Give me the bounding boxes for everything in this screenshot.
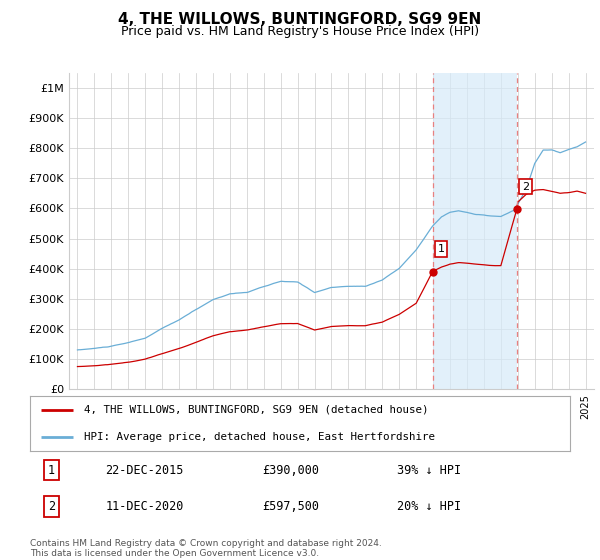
Text: 22-DEC-2015: 22-DEC-2015 bbox=[106, 464, 184, 477]
Bar bbox=[433, 73, 517, 389]
Text: 39% ↓ HPI: 39% ↓ HPI bbox=[397, 464, 461, 477]
Text: Price paid vs. HM Land Registry's House Price Index (HPI): Price paid vs. HM Land Registry's House … bbox=[121, 25, 479, 38]
Text: HPI: Average price, detached house, East Hertfordshire: HPI: Average price, detached house, East… bbox=[84, 432, 435, 442]
Text: £390,000: £390,000 bbox=[262, 464, 319, 477]
Text: 2: 2 bbox=[522, 181, 529, 192]
Text: 4, THE WILLOWS, BUNTINGFORD, SG9 9EN (detached house): 4, THE WILLOWS, BUNTINGFORD, SG9 9EN (de… bbox=[84, 405, 428, 414]
Text: 20% ↓ HPI: 20% ↓ HPI bbox=[397, 500, 461, 513]
Text: 4, THE WILLOWS, BUNTINGFORD, SG9 9EN: 4, THE WILLOWS, BUNTINGFORD, SG9 9EN bbox=[118, 12, 482, 27]
Text: 2: 2 bbox=[48, 500, 55, 513]
Text: 11-DEC-2020: 11-DEC-2020 bbox=[106, 500, 184, 513]
Text: Contains HM Land Registry data © Crown copyright and database right 2024.
This d: Contains HM Land Registry data © Crown c… bbox=[30, 539, 382, 558]
Text: £597,500: £597,500 bbox=[262, 500, 319, 513]
Text: 1: 1 bbox=[48, 464, 55, 477]
Text: 1: 1 bbox=[437, 244, 445, 254]
